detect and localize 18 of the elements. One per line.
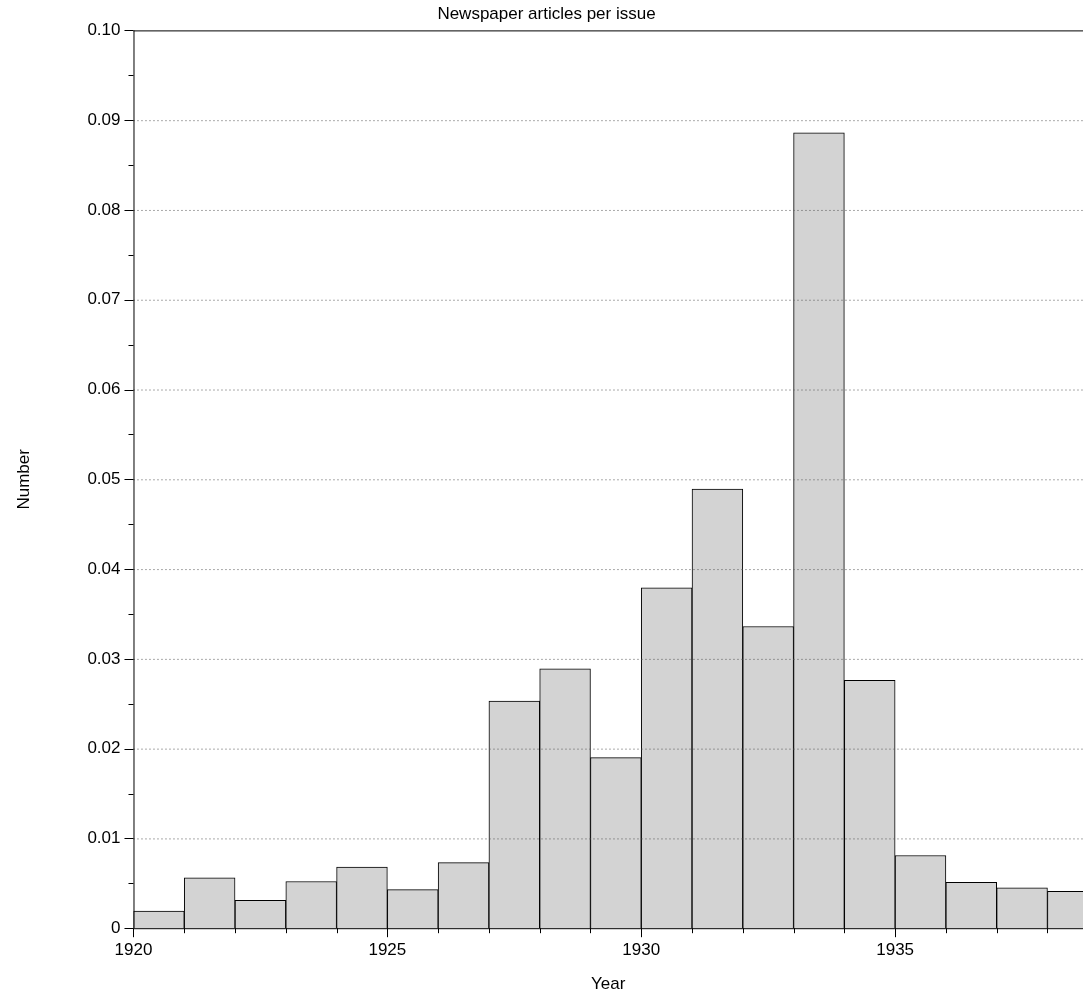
y-tick-label: 0.10 [87,20,121,40]
x-axis-title: Year [591,974,626,994]
y-tick-label: 0.08 [87,199,121,219]
y-tick-label: 0.03 [87,648,121,668]
y-axis-title: Number [13,448,33,510]
y-tick-label: 0.09 [87,109,121,129]
x-tick-label: 1925 [368,940,407,960]
y-tick-label: 0.05 [87,468,121,488]
chart-title: Newspaper articles per issue [437,3,656,23]
x-tick-label: 1935 [876,940,915,960]
y-tick-label: 0.01 [87,828,121,848]
y-tick-label: 0.04 [87,558,121,578]
y-tick-label: 0.06 [87,379,121,399]
y-tick-label: 0.02 [87,738,121,758]
y-tick-label: 0 [111,917,121,937]
x-tick-label: 1930 [622,940,661,960]
x-tick-label: 1920 [114,940,153,960]
y-tick-label: 0.07 [87,289,121,309]
